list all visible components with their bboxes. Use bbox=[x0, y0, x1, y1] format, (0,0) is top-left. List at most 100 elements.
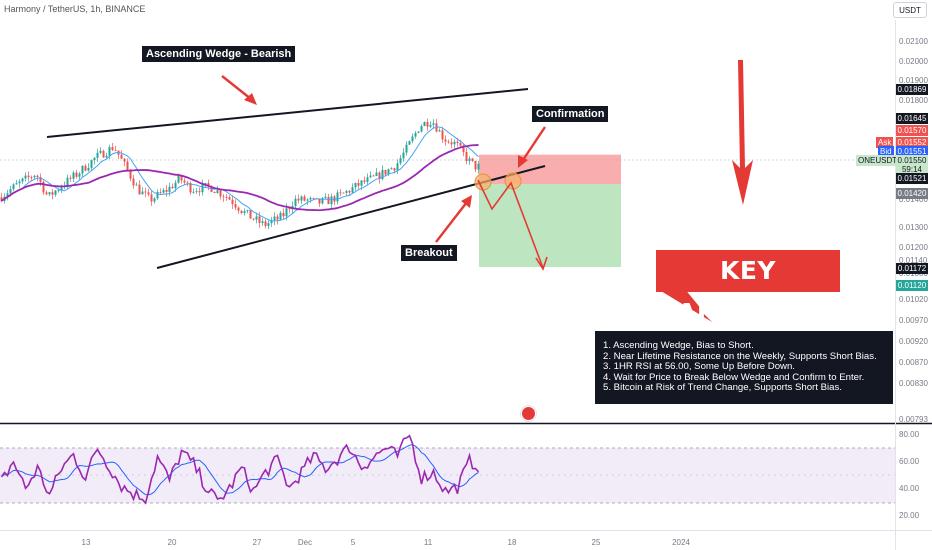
candle bbox=[471, 158, 474, 161]
candle bbox=[201, 183, 204, 193]
candle bbox=[228, 197, 231, 200]
rsi-line[interactable] bbox=[0, 434, 480, 505]
candle bbox=[279, 212, 282, 220]
candle bbox=[309, 197, 312, 200]
candle bbox=[330, 196, 333, 205]
candle bbox=[294, 198, 297, 206]
slow-moving-average[interactable] bbox=[0, 144, 479, 212]
candle bbox=[222, 196, 225, 198]
breakout-callout[interactable]: Breakout bbox=[401, 245, 457, 261]
candle bbox=[108, 147, 111, 156]
price-tick-label: 0.01300 bbox=[899, 223, 928, 232]
candle bbox=[366, 177, 369, 182]
candle bbox=[147, 192, 150, 195]
time-tick-label: Dec bbox=[297, 538, 313, 547]
candle bbox=[249, 210, 252, 219]
candle bbox=[360, 180, 363, 186]
candle bbox=[441, 130, 444, 140]
ask-label: Ask bbox=[876, 137, 894, 148]
candle bbox=[303, 196, 306, 201]
candle bbox=[423, 122, 426, 127]
candle bbox=[204, 183, 207, 184]
candle bbox=[87, 167, 90, 171]
candle bbox=[6, 193, 9, 197]
candle bbox=[75, 172, 78, 177]
price-tick-label: 0.02100 bbox=[899, 37, 928, 46]
candle bbox=[333, 196, 336, 202]
candle bbox=[369, 175, 372, 178]
candle bbox=[45, 192, 48, 195]
candle bbox=[216, 190, 219, 193]
price-tick-label: 0.01140 bbox=[899, 256, 928, 265]
candle bbox=[177, 175, 180, 183]
projection-path[interactable] bbox=[477, 179, 544, 269]
takeaway-item: 2. Near Lifetime Resistance on the Weekl… bbox=[603, 350, 877, 362]
candle bbox=[462, 145, 465, 153]
candle bbox=[15, 183, 18, 185]
candle bbox=[36, 175, 39, 178]
candle bbox=[90, 160, 93, 168]
time-tick-label: 11 bbox=[423, 538, 433, 547]
candle bbox=[432, 123, 435, 125]
rsi-tick-label: 80.00 bbox=[899, 429, 920, 439]
price-tick-label: 0.02000 bbox=[899, 57, 928, 66]
candle bbox=[453, 141, 456, 145]
candle bbox=[180, 175, 183, 181]
wedge-label-arrow bbox=[221, 75, 252, 100]
candle bbox=[450, 142, 453, 145]
candle bbox=[48, 192, 51, 195]
rsi-series bbox=[0, 434, 480, 505]
candle bbox=[84, 165, 87, 171]
candle bbox=[393, 168, 396, 171]
candle bbox=[192, 191, 195, 193]
us-flag-icon[interactable] bbox=[521, 406, 536, 421]
candle bbox=[123, 158, 126, 162]
candle bbox=[468, 158, 471, 162]
candle bbox=[9, 189, 12, 194]
candle bbox=[225, 197, 228, 198]
bid-label: Bid bbox=[878, 146, 894, 157]
candle bbox=[438, 130, 441, 132]
candle bbox=[42, 181, 45, 193]
key-takeaways-title[interactable]: KEY TAKEAWAYS bbox=[656, 250, 840, 327]
candle bbox=[171, 186, 174, 189]
candle bbox=[21, 178, 24, 182]
candle bbox=[306, 199, 309, 201]
rsi-band bbox=[0, 448, 895, 503]
candle bbox=[255, 216, 258, 220]
time-tick-label: 2024 bbox=[672, 538, 690, 547]
confirmation-callout[interactable]: Confirmation bbox=[532, 106, 609, 122]
candle bbox=[408, 141, 411, 145]
candle bbox=[285, 208, 288, 217]
price-tag-last: 0.01550 bbox=[896, 155, 928, 166]
currency-button[interactable]: USDT bbox=[893, 2, 927, 18]
wedge-upper-trendline[interactable] bbox=[46, 88, 529, 138]
price-tick-label: 0.01900 bbox=[899, 76, 928, 85]
candle bbox=[102, 150, 105, 158]
candle bbox=[318, 198, 321, 204]
candle bbox=[129, 170, 132, 179]
candle bbox=[159, 191, 162, 193]
wedge-arrowhead bbox=[244, 93, 257, 105]
fast-moving-average[interactable] bbox=[1, 126, 479, 222]
candle bbox=[78, 173, 81, 177]
candle bbox=[189, 182, 192, 193]
ticker-title: Harmony / TetherUS, 1h, BINANCE bbox=[4, 4, 146, 14]
candle bbox=[12, 184, 15, 190]
key-takeaways-box[interactable]: 1. Ascending Wedge, Bias to Short. 2. Ne… bbox=[595, 331, 893, 404]
price-tag-c: 0.01521 bbox=[896, 173, 928, 184]
rsi-tick-label: 60.00 bbox=[899, 456, 920, 466]
candle bbox=[387, 169, 390, 175]
candle bbox=[447, 141, 450, 143]
wedge-callout[interactable]: Ascending Wedge - Bearish bbox=[142, 46, 296, 62]
candle bbox=[258, 216, 261, 224]
candle bbox=[72, 172, 75, 179]
price-tag-b: 0.01570 bbox=[896, 125, 928, 136]
candle bbox=[54, 190, 57, 195]
candle bbox=[96, 152, 99, 158]
candle bbox=[456, 141, 459, 144]
big-down-arrow-icon bbox=[732, 60, 753, 205]
candle bbox=[135, 184, 138, 186]
candle bbox=[276, 216, 279, 220]
